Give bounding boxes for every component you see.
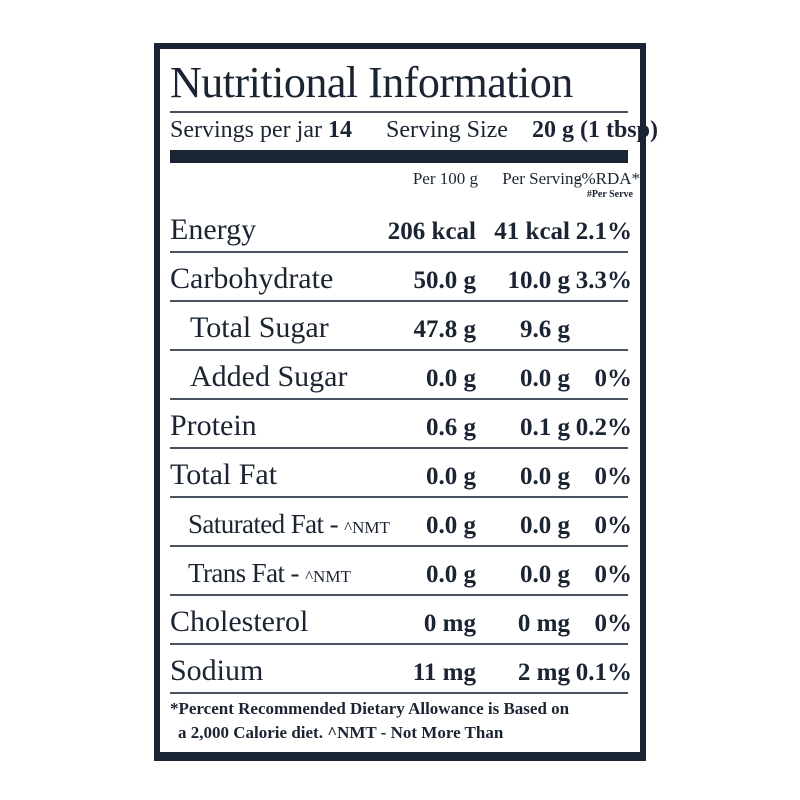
value-per-100g: 50.0 g	[413, 267, 477, 294]
row-divider	[170, 447, 628, 449]
value-rda: 3.3%	[575, 267, 632, 294]
servings-per-jar-label: Servings per jar	[170, 117, 322, 143]
value-per-100g: 47.8 g	[413, 316, 477, 343]
nutrient-row-trans-fat: Trans Fat - ^NMT 0.0 g 0.0 g 0%	[170, 547, 632, 596]
value-per-serving: 0.1 g	[520, 414, 570, 441]
footnote: *Percent Recommended Dietary Allowance i…	[170, 697, 630, 745]
nutrient-name: Cholesterol	[170, 605, 309, 638]
column-header-per-100g: Per 100 g	[412, 169, 478, 188]
value-per-serving: 41 kcal	[494, 218, 570, 245]
value-per-serving: 2 mg	[517, 659, 570, 686]
nutrient-name: Total Fat	[170, 458, 278, 491]
row-divider	[170, 545, 628, 547]
nutrient-name: Added Sugar	[190, 360, 348, 393]
serving-info: Servings per jar 14 Serving Size 20 g (1…	[170, 115, 658, 145]
nutrient-row-total-sugar: Total Sugar 47.8 g 9.6 g	[170, 302, 628, 351]
title-divider	[170, 111, 628, 113]
value-per-serving: 0.0 g	[520, 463, 570, 490]
nutrient-row-energy: Energy 206 kcal 41 kcal 2.1%	[170, 204, 632, 253]
row-divider	[170, 643, 628, 645]
nutrient-name: Trans Fat - ^NMT	[188, 558, 351, 588]
nutrient-row-saturated-fat: Saturated Fat - ^NMT 0.0 g 0.0 g 0%	[170, 498, 632, 547]
footnote-line-1: *Percent Recommended Dietary Allowance i…	[170, 699, 570, 718]
nmt-marker: ^NMT	[305, 567, 351, 586]
value-rda: 0%	[594, 365, 633, 392]
value-per-serving: 10.0 g	[507, 267, 571, 294]
nmt-marker: ^NMT	[344, 518, 390, 537]
footnote-line-2: a 2,000 Calorie diet. ^NMT - Not More Th…	[178, 723, 504, 742]
value-per-100g: 0.0 g	[426, 463, 476, 490]
nutrient-name: Protein	[170, 409, 257, 442]
value-per-serving: 0.0 g	[520, 365, 570, 392]
serving-size-value: 20 g (1 tbsp)	[531, 117, 658, 143]
nutrient-name: Saturated Fat - ^NMT	[188, 509, 390, 539]
column-subheader-per-serve: #Per Serve	[586, 189, 633, 200]
nutrient-name: Sodium	[170, 654, 264, 687]
row-divider	[170, 300, 628, 302]
nutrient-row-total-fat: Total Fat 0.0 g 0.0 g 0%	[170, 449, 632, 498]
row-divider	[170, 398, 628, 400]
value-per-100g: 0.0 g	[426, 365, 476, 392]
nutrient-row-carbohydrate: Carbohydrate 50.0 g 10.0 g 3.3%	[170, 253, 632, 302]
value-rda: 0.1%	[575, 659, 632, 686]
column-header-rda: -%RDA*	[575, 169, 640, 188]
value-per-serving: 9.6 g	[520, 316, 570, 343]
value-rda: 0%	[594, 561, 633, 588]
nutrient-row-added-sugar: Added Sugar 0.0 g 0.0 g 0%	[170, 351, 632, 400]
value-per-serving: 0 mg	[517, 610, 570, 637]
row-divider	[170, 692, 628, 694]
servings-per-jar-value: 14	[327, 117, 352, 143]
row-divider	[170, 496, 628, 498]
value-rda: 0%	[594, 463, 633, 490]
header-thick-bar	[170, 150, 628, 163]
value-per-100g: 206 kcal	[387, 218, 476, 245]
row-divider	[170, 349, 628, 351]
nutrient-row-cholesterol: Cholesterol 0 mg 0 mg 0%	[170, 596, 632, 645]
value-rda: 2.1%	[575, 218, 632, 245]
nutrient-name: Energy	[170, 213, 257, 246]
column-header-per-serving: Per Serving	[502, 169, 582, 188]
nutrient-name: Carbohydrate	[170, 262, 334, 295]
row-divider	[170, 594, 628, 596]
nutrition-label-panel: Nutritional Information Servings per jar…	[154, 43, 658, 761]
value-per-100g: 0.0 g	[426, 561, 476, 588]
value-per-100g: 11 mg	[412, 659, 476, 686]
label-title: Nutritional Information	[170, 58, 573, 107]
value-per-100g: 0.6 g	[426, 414, 476, 441]
serving-size-label: Serving Size	[385, 117, 508, 143]
value-rda: 0%	[594, 512, 633, 539]
value-rda: 0%	[594, 610, 633, 637]
value-per-100g: 0.0 g	[426, 512, 476, 539]
row-divider	[170, 251, 628, 253]
value-rda: 0.2%	[575, 414, 632, 441]
value-per-100g: 0 mg	[423, 610, 476, 637]
nutrient-row-protein: Protein 0.6 g 0.1 g 0.2%	[170, 400, 632, 449]
value-per-serving: 0.0 g	[520, 512, 570, 539]
nutrient-row-sodium: Sodium 11 mg 2 mg 0.1%	[170, 645, 632, 694]
value-per-serving: 0.0 g	[520, 561, 570, 588]
nutrient-name: Total Sugar	[190, 311, 329, 344]
